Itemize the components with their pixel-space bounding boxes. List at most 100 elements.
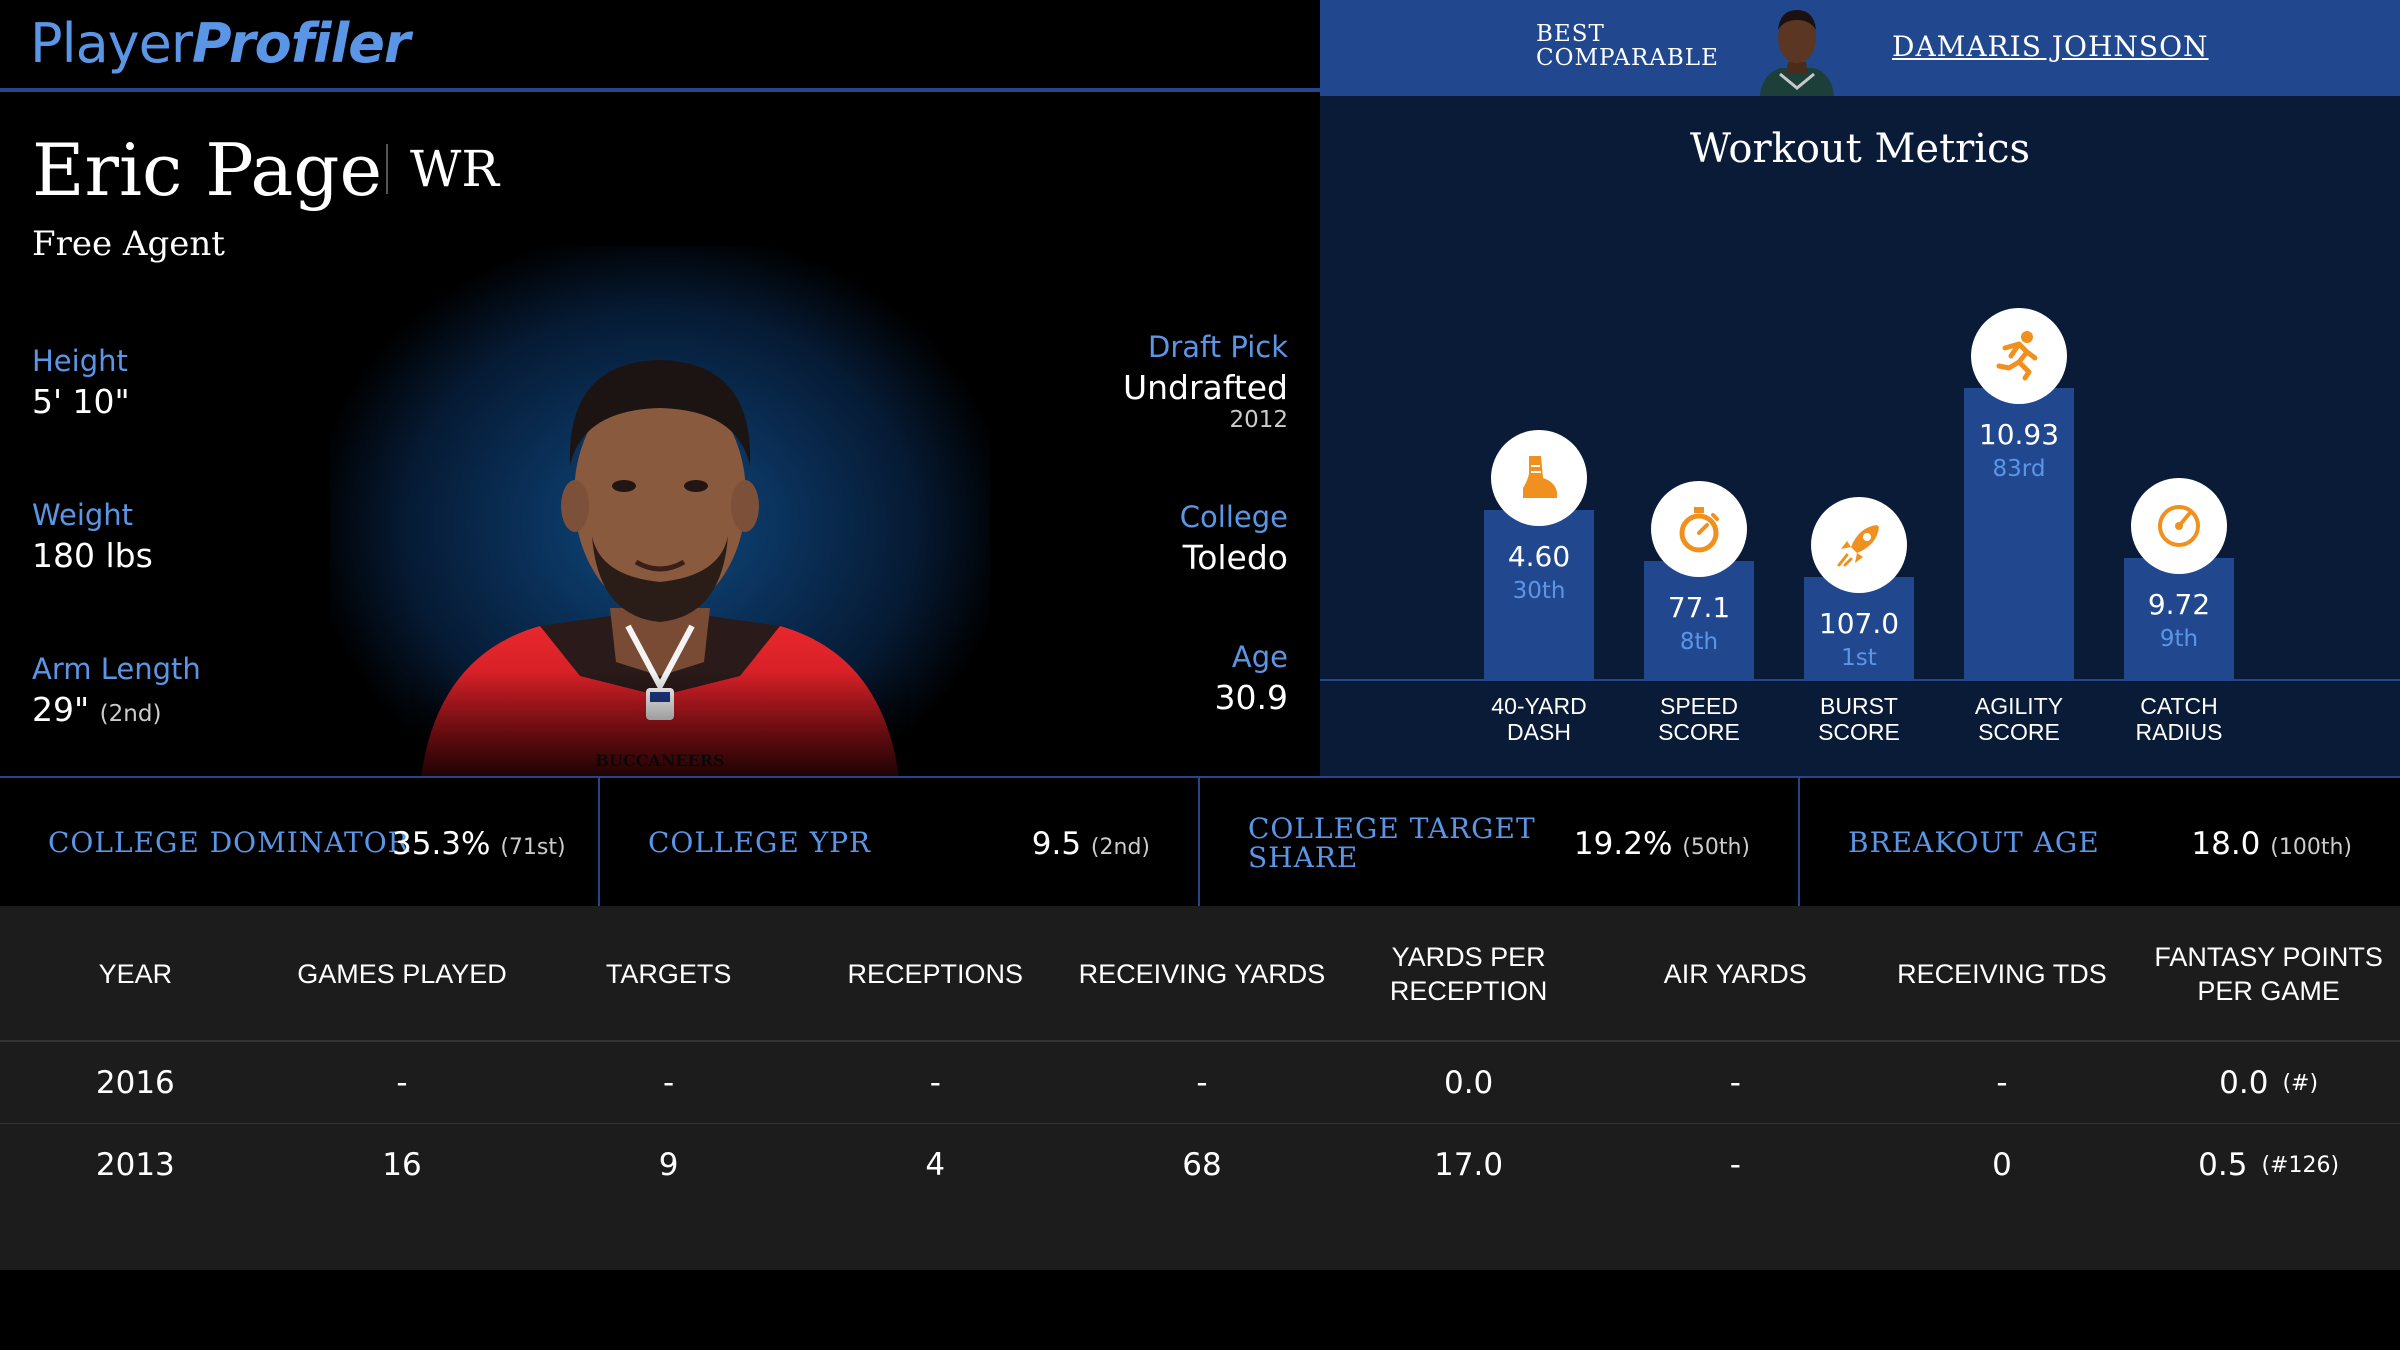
player-position: WR [410,140,500,198]
draft-year: 2012 [1229,407,1288,433]
site-logo[interactable]: PlayerProfiler [30,12,410,75]
breakout-age-label: BREAKOUT AGE [1848,826,2100,859]
workout-bar-40-yard[interactable] [1484,510,1594,679]
table-cell-yards: - [1196,1065,1208,1101]
table-cell-games: 16 [382,1147,422,1183]
college-target-share-box: COLLEGE TARGET SHARE 19.2% (50th) [1200,778,1800,906]
comparable-player-link[interactable]: DAMARIS JOHNSON [1892,30,2209,63]
column-header-targets[interactable]: TARGETS [605,959,732,989]
workout-value: 10.93 [1978,418,2060,452]
target-gauge-icon [2131,478,2227,575]
column-header-yards-per-reception[interactable]: YARDS PER RECEPTION [1389,942,1548,1006]
table-cell-fppg: 0.5 (#126) [2198,1147,2340,1183]
column-header-air-yards[interactable]: AIR YARDS [1663,959,1807,989]
workout-percentile: 30th [1512,578,1566,604]
height-stat: Height 5' 10" [32,344,130,421]
college-ypr-label: COLLEGE YPR [648,826,872,859]
comparable-avatar [1750,4,1844,96]
workout-metric-name: AGILITY SCORE [1974,693,2064,745]
logo-light: Player [30,12,193,75]
college-target-share-label: COLLEGE TARGET SHARE [1248,812,1536,874]
column-header-year[interactable]: YEAR [98,959,173,989]
stats-table-header: YEAR GAMES PLAYED TARGETS RECEPTIONS RECEIVI… [0,906,2400,1042]
workout-bar-burst[interactable] [1804,576,1914,679]
column-header-receiving-yards[interactable]: RECEIVING YARDS [1078,959,1326,989]
draft-pick-label: Draft Pick [1148,330,1288,364]
table-cell-air: - [1729,1065,1741,1101]
college-label: College [1179,500,1288,534]
college-value: Toledo [1182,538,1288,577]
workout-metric-name: CATCH RADIUS [2135,693,2223,745]
draft-pick-value: Undrafted [1122,368,1288,407]
fppg-rank: (#126) [2261,1152,2340,1178]
table-cell-ypr: 0.0 [1443,1065,1494,1101]
player-profile-panel: Eric Page WR Free Agent Height 5' 10" We… [0,96,1320,776]
best-comparable-bar: BEST COMPARABLE DAMARIS JOHNSON [1320,0,2400,96]
workout-value: 4.60 [1507,540,1571,573]
college-dominator-label: COLLEGE DOMINATOR [48,826,410,859]
name-divider [386,144,388,194]
height-label: Height [32,344,128,378]
college-stat: College Toledo [1180,500,1288,577]
column-header-fantasy-points-per-game[interactable]: FANTASY POINTS PER GAME [2154,942,2383,1006]
college-metrics-row: COLLEGE DOMINATOR 35.3% (71st) COLLEGE Y… [0,776,2400,906]
table-cell-fppg: 0.0 (#) [2219,1065,2319,1101]
breakout-age-value: 18.0 (100th) [2191,826,2352,862]
top-bar: PlayerProfiler [0,0,1320,92]
column-header-games-played[interactable]: GAMES PLAYED [297,959,507,989]
table-cell-tds: 0 [1992,1147,2012,1183]
workout-percentile: 9th [2159,626,2199,653]
column-header-receiving-tds[interactable]: RECEIVING TDS [1897,959,2107,989]
table-cell-yards: 68 [1182,1147,1222,1183]
table-cell-year: 2016 [95,1065,175,1101]
workout-metrics-title: Workout Metrics [1689,126,2031,172]
workout-bar-speed[interactable] [1644,560,1754,679]
arm-length-stat: Arm Length 29" (2nd) [32,652,201,729]
workout-metrics-panel: Workout Metrics 4.60 30th 40-YARD DASH 77.1 8… [1320,96,2400,776]
stopwatch-icon [1651,480,1747,577]
running-shoe-icon [1491,430,1587,526]
workout-bar-agility[interactable] [1964,388,2074,679]
age-value: 30.9 [1214,678,1288,717]
workout-percentile: 83rd [1992,456,2046,483]
table-cell-targets: 9 [658,1147,679,1183]
weight-stat: Weight 180 lbs [32,498,153,575]
table-cell-receptions: - [929,1065,941,1101]
stats-table: YEAR GAMES PLAYED TARGETS RECEPTIONS RECEIVI… [0,906,2400,1270]
comparable-label-line1: BEST [1536,21,1605,47]
logo-bold: Profiler [192,12,410,75]
table-cell-targets: - [663,1065,675,1101]
workout-bar-catch[interactable] [2124,558,2234,679]
sprinter-icon [1971,308,2067,405]
workout-metric-name: BURST SCORE [1818,693,1900,745]
draft-pick-stat: Draft Pick Undrafted 2012 [1123,330,1288,433]
arm-length-label: Arm Length [32,652,201,686]
workout-percentile: 1st [1841,644,1877,671]
table-cell-games: - [396,1065,408,1101]
height-value: 5' 10" [32,382,130,421]
player-photo: BUCCANEERS [410,326,910,776]
workout-metric-name: SPEED SCORE [1658,693,1740,745]
player-team: Free Agent [32,224,225,264]
workout-value: 107.0 [1818,606,1900,640]
workout-value: 77.1 [1667,590,1731,624]
workout-metric-name: 40-YARD DASH [1491,693,1587,745]
arm-length-value: 29" [32,690,90,729]
age-stat: Age 30.9 [1215,640,1288,717]
table-row: 2013 16 9 4 68 17.0 - 0 0.5 (#126) [0,1124,2400,1206]
best-comparable-label: BEST COMPARABLE [1536,22,1719,70]
arm-length-rank: (2nd) [99,701,162,727]
table-cell-ypr: 17.0 [1434,1147,1504,1183]
workout-percentile: 8th [1679,628,1719,655]
table-cell-air: - [1729,1147,1741,1183]
workout-value: 9.72 [2147,588,2211,622]
college-ypr-value: 9.5 (2nd) [1031,826,1150,862]
table-cell-tds: - [1996,1065,2008,1101]
weight-value: 180 lbs [32,536,153,575]
column-header-receptions[interactable]: RECEPTIONS [847,959,1024,989]
college-target-share-value: 19.2% (50th) [1573,826,1750,862]
weight-label: Weight [32,498,134,532]
college-dominator-box: COLLEGE DOMINATOR 35.3% (71st) [0,778,600,906]
fppg-rank: (#) [2282,1070,2319,1096]
comparable-label-line2: COMPARABLE [1536,45,1719,71]
